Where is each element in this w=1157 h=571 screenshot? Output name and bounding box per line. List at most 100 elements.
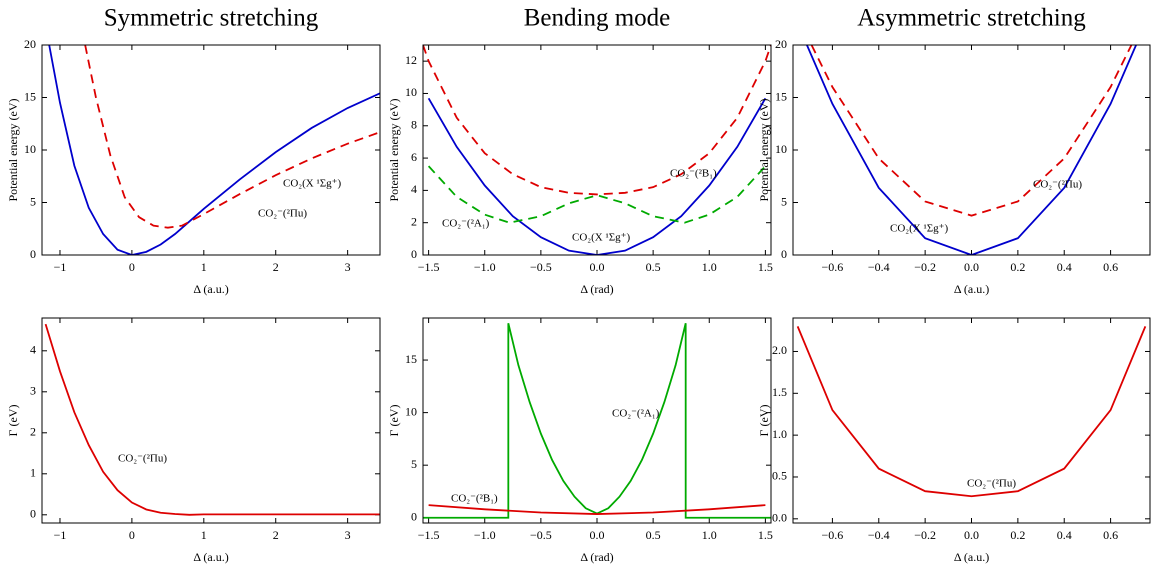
x-tick-label: 0.6 bbox=[1103, 260, 1118, 274]
x-tick-label: 0 bbox=[129, 260, 135, 274]
y-tick-label: 10 bbox=[775, 142, 787, 156]
annotation: CO₂(X ¹Σg⁺) bbox=[890, 223, 948, 235]
annotation: CO₂(X ¹Σg⁺) bbox=[572, 232, 630, 244]
y-tick-label: 8 bbox=[411, 118, 417, 132]
annotation: CO₂(X ¹Σg⁺) bbox=[283, 178, 341, 190]
y-tick-label: 0.0 bbox=[772, 511, 787, 525]
y-axis-label: Γ (eV) bbox=[387, 405, 401, 437]
y-tick-label: 6 bbox=[411, 150, 417, 164]
y-tick-label: 15 bbox=[24, 89, 36, 103]
x-tick-label: −0.5 bbox=[530, 260, 552, 274]
y-tick-label: 0 bbox=[411, 509, 417, 523]
annotation: CO₂⁻(²B₁) bbox=[670, 168, 717, 180]
series-group bbox=[423, 45, 771, 196]
y-tick-label: 3 bbox=[30, 384, 36, 398]
series-group bbox=[423, 323, 771, 519]
x-tick-label: 3 bbox=[345, 528, 351, 542]
y-axis-label: Potential energy (eV) bbox=[6, 98, 20, 201]
series-group bbox=[810, 45, 1133, 217]
x-axis-label: Δ (a.u.) bbox=[954, 550, 989, 564]
y-tick-label: 5 bbox=[781, 194, 787, 208]
y-tick-label: 4 bbox=[30, 343, 36, 357]
x-axis-label: Δ (rad) bbox=[580, 550, 613, 564]
panel-title: Symmetric stretching bbox=[104, 5, 319, 32]
x-tick-label: −0.4 bbox=[868, 260, 890, 274]
x-tick-label: 0.0 bbox=[590, 528, 605, 542]
y-tick-label: 10 bbox=[24, 142, 36, 156]
x-axis-label: Δ (rad) bbox=[580, 282, 613, 296]
plot-frame bbox=[792, 44, 1151, 256]
x-tick-label: 0 bbox=[129, 528, 135, 542]
plot-frame bbox=[792, 317, 1151, 524]
x-axis-label: Δ (a.u.) bbox=[193, 550, 228, 564]
curve bbox=[428, 504, 766, 515]
panel-title: Asymmetric stretching bbox=[857, 5, 1086, 32]
x-tick-label: 1 bbox=[201, 260, 207, 274]
y-axis-label: Γ (eV) bbox=[757, 405, 771, 437]
annotation: CO₂⁻(²A₁) bbox=[612, 408, 660, 420]
series-group bbox=[48, 45, 380, 255]
series-group bbox=[428, 504, 766, 515]
annotation: CO₂⁻(²Πu) bbox=[1033, 179, 1082, 191]
x-tick-label: 1.5 bbox=[758, 260, 773, 274]
y-tick-label: 2.0 bbox=[772, 343, 787, 357]
x-tick-label: −1.0 bbox=[474, 260, 496, 274]
x-tick-label: 0.4 bbox=[1057, 528, 1072, 542]
y-tick-label: 0 bbox=[411, 247, 417, 261]
x-tick-label: −0.2 bbox=[914, 528, 936, 542]
plot-frame bbox=[422, 44, 772, 256]
x-tick-label: 1 bbox=[201, 528, 207, 542]
annotation: CO₂⁻(²Πu) bbox=[967, 478, 1016, 490]
x-tick-label: −0.5 bbox=[530, 528, 552, 542]
x-tick-label: 0.5 bbox=[646, 260, 661, 274]
x-tick-label: 0.5 bbox=[646, 528, 661, 542]
x-tick-label: −1.5 bbox=[418, 528, 440, 542]
y-tick-label: 15 bbox=[775, 89, 787, 103]
y-tick-label: 10 bbox=[405, 85, 417, 99]
x-tick-label: −1.5 bbox=[418, 260, 440, 274]
x-tick-label: −0.6 bbox=[822, 260, 844, 274]
y-tick-label: 0 bbox=[30, 247, 36, 261]
x-tick-label: 0.6 bbox=[1103, 528, 1118, 542]
annotation: CO₂⁻(²Πu) bbox=[258, 208, 307, 220]
annotation: CO₂⁻(²B₁) bbox=[451, 493, 498, 505]
x-tick-label: 2 bbox=[273, 260, 279, 274]
x-tick-label: 0.0 bbox=[590, 260, 605, 274]
x-tick-label: 0.0 bbox=[964, 528, 979, 542]
panel-title: Bending mode bbox=[524, 5, 671, 32]
x-tick-label: 1.0 bbox=[702, 528, 717, 542]
x-tick-label: −0.6 bbox=[822, 528, 844, 542]
x-tick-label: 1.0 bbox=[702, 260, 717, 274]
series-group bbox=[806, 45, 1137, 255]
curve bbox=[423, 323, 771, 519]
x-tick-label: 0.2 bbox=[1010, 528, 1025, 542]
y-tick-label: 20 bbox=[775, 37, 787, 51]
curve bbox=[44, 323, 380, 516]
x-tick-label: 2 bbox=[273, 528, 279, 542]
series-group bbox=[44, 323, 380, 516]
plot-frame bbox=[41, 44, 381, 256]
x-tick-label: −1.0 bbox=[474, 528, 496, 542]
y-axis-label: Potential energy (eV) bbox=[387, 98, 401, 201]
y-tick-label: 1.5 bbox=[772, 385, 787, 399]
y-tick-label: 20 bbox=[24, 37, 36, 51]
curve bbox=[796, 326, 1147, 498]
x-tick-label: 0.0 bbox=[964, 260, 979, 274]
curve bbox=[427, 97, 767, 255]
y-tick-label: 5 bbox=[30, 194, 36, 208]
y-tick-label: 0.5 bbox=[772, 469, 787, 483]
x-tick-label: −1 bbox=[54, 260, 67, 274]
y-axis-label: Potential energy (eV) bbox=[757, 98, 771, 201]
y-axis-label: Γ (eV) bbox=[6, 405, 20, 437]
curve bbox=[84, 45, 380, 229]
y-tick-label: 2 bbox=[30, 425, 36, 439]
y-tick-label: 0 bbox=[30, 507, 36, 521]
annotation: CO₂⁻(²A₁) bbox=[442, 218, 490, 230]
x-axis-label: Δ (a.u.) bbox=[193, 282, 228, 296]
y-tick-label: 0 bbox=[781, 247, 787, 261]
y-tick-label: 1.0 bbox=[772, 427, 787, 441]
y-tick-label: 10 bbox=[405, 404, 417, 418]
curve bbox=[423, 45, 771, 196]
y-tick-label: 2 bbox=[411, 214, 417, 228]
